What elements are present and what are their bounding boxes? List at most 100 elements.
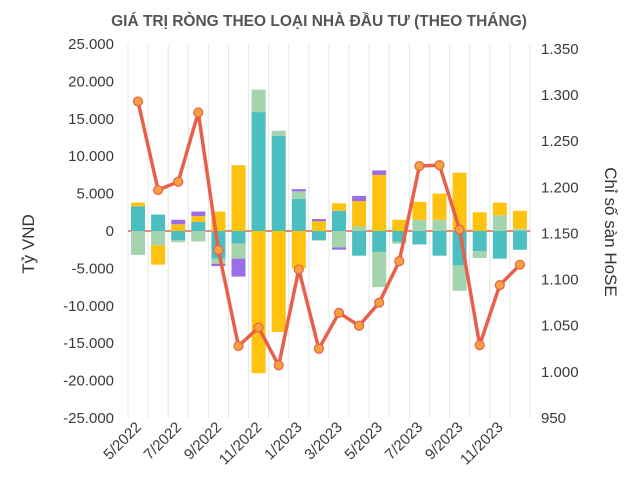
index-point-7/2023: [414, 160, 425, 172]
bar-10/2023-series-1: [472, 231, 487, 252]
x-tick-label: 11/2023: [457, 419, 507, 469]
bar-4/2023-series-3: [352, 201, 367, 227]
bar-12/2022-series-2: [271, 130, 286, 137]
bar-11/2022-series-1: [251, 112, 266, 231]
bar-8/2023-series-3: [432, 193, 447, 220]
bar-10/2022-series-4: [231, 258, 246, 277]
bar-7/2022-series-4: [171, 219, 186, 225]
bar-5/2023-series-4: [372, 170, 387, 175]
y-left-axis-title: Tỷ VND: [19, 214, 38, 274]
y-left-tick-label: 0: [106, 223, 114, 240]
y-right-tick-labels: 1.350 1.300 1.250 1.200 1.150 1.100 1.050 1.000…: [541, 41, 579, 427]
bar-11/2022-series-2: [251, 89, 266, 113]
bar-9/2022-series-4: [211, 263, 226, 267]
y-right-tick-label: 1.350: [541, 41, 579, 58]
y-left-tick-label: -5.000: [71, 260, 114, 277]
y-right-tick-label: 1.150: [541, 225, 579, 242]
y-right-tick-label: 1.100: [541, 272, 579, 289]
bar-5/2022-series-2: [131, 231, 145, 255]
bar-10/2023-series-2: [472, 251, 487, 258]
bar-8/2022-series-1: [191, 222, 206, 231]
y-left-tick-label: 5.000: [76, 186, 114, 203]
bar-3/2023-series-1: [332, 210, 346, 231]
bar-3/2023-series-2: [332, 231, 346, 248]
bar-8/2022-series-4: [191, 211, 206, 217]
bar-1/2023-series-1: [291, 198, 306, 231]
y-right-tick-label: 1.000: [541, 364, 579, 381]
index-point-5/2022: [132, 96, 144, 107]
bar-10/2022-series-2: [231, 243, 246, 259]
y-right-tick-label: 1.300: [541, 87, 579, 104]
y-right-axis-title: Chỉ số sàn HoSE: [601, 167, 620, 296]
index-point-2/2023: [313, 343, 324, 354]
bar-5/2022-series-1: [131, 206, 145, 231]
y-left-tick-label: 15.000: [68, 111, 114, 128]
bar-2/2023-series-3: [311, 221, 326, 231]
bar-1/2023-series-3: [291, 231, 306, 269]
index-point-8/2022: [193, 107, 204, 118]
index-point-10/2023: [474, 339, 485, 351]
bar-2/2023-series-4: [311, 219, 326, 222]
index-point-9/2023: [454, 224, 465, 235]
index-point-10/2022: [233, 340, 244, 352]
bar-3/2023-series-4: [332, 247, 346, 250]
y-left-tick-label: 25.000: [68, 36, 114, 53]
bar-12/2023-series-3: [512, 210, 527, 229]
bar-6/2022-series-1: [151, 214, 166, 231]
y-left-tick-label: -15.000: [63, 335, 114, 352]
index-point-12/2023: [514, 259, 526, 270]
index-point-11/2022: [253, 322, 264, 333]
bar-4/2023-series-4: [352, 195, 367, 202]
bar-10/2023-series-3: [472, 212, 487, 231]
bar-6/2023-series-3: [392, 219, 407, 231]
x-tick-label: 5/2023: [342, 419, 386, 463]
bar-1/2023-series-4: [291, 189, 306, 192]
bar-7/2023-series-3: [412, 201, 427, 220]
bar-5/2023-series-1: [372, 231, 387, 252]
bar-7/2023-series-2: [412, 219, 427, 231]
bar-11/2023-series-1: [492, 231, 507, 259]
x-tick-label: 7/2023: [382, 419, 426, 463]
index-line-path: [136, 101, 522, 368]
bar-7/2023-series-1: [412, 231, 427, 245]
bar-8/2022-series-2: [191, 231, 206, 242]
index-point-5/2023: [374, 297, 385, 308]
bar-10/2022-series-1: [231, 231, 246, 244]
bar-6/2022-series-3: [151, 245, 166, 265]
y-left-tick-label: -25.000: [63, 410, 114, 427]
index-point-11/2023: [494, 280, 505, 291]
bar-9/2023-series-2: [452, 265, 467, 291]
bar-4/2023-series-2: [352, 226, 367, 231]
bar-11/2022-series-3: [251, 231, 266, 374]
bar-12/2023-series-1: [512, 231, 527, 250]
bar-9/2022-series-2: [211, 258, 226, 264]
x-tick-label: 7/2022: [141, 419, 185, 463]
y-right-tick-label: 1.050: [541, 318, 579, 335]
bar-3/2023-series-3: [332, 203, 346, 211]
bar-7/2022-series-2: [171, 239, 186, 243]
index-point-6/2023: [394, 256, 405, 267]
bar-5/2023-series-3: [372, 174, 387, 231]
bar-11/2023-series-2: [492, 215, 507, 231]
bar-8/2023-series-2: [432, 219, 447, 231]
x-tick-labels: 5/20227/20229/202211/20221/20233/20235/2…: [100, 419, 506, 469]
index-point-9/2022: [213, 244, 224, 256]
bar-4/2023-series-1: [352, 231, 367, 256]
bar-7/2022-series-3: [171, 224, 186, 231]
x-tick-label: 11/2022: [216, 419, 266, 469]
bar-10/2022-series-3: [231, 165, 246, 231]
bar-7/2022-series-1: [171, 231, 186, 240]
bar-8/2023-series-1: [432, 231, 447, 256]
y-right-tick-label: 1.250: [541, 133, 579, 150]
bar-11/2023-series-3: [492, 202, 507, 216]
index-point-4/2023: [354, 320, 365, 331]
y-right-tick-label: 1.200: [541, 179, 579, 196]
bar-12/2022-series-3: [271, 231, 286, 332]
bar-5/2023-series-2: [372, 251, 387, 288]
y-left-tick-label: 20.000: [68, 73, 114, 90]
y-left-tick-labels: 25.000 20.000 15.000 10.000 5.000 0 -5.000 -10.…: [63, 36, 114, 427]
y-right-tick-label: 950: [541, 410, 566, 427]
x-tick-label: 1/2023: [261, 419, 305, 463]
